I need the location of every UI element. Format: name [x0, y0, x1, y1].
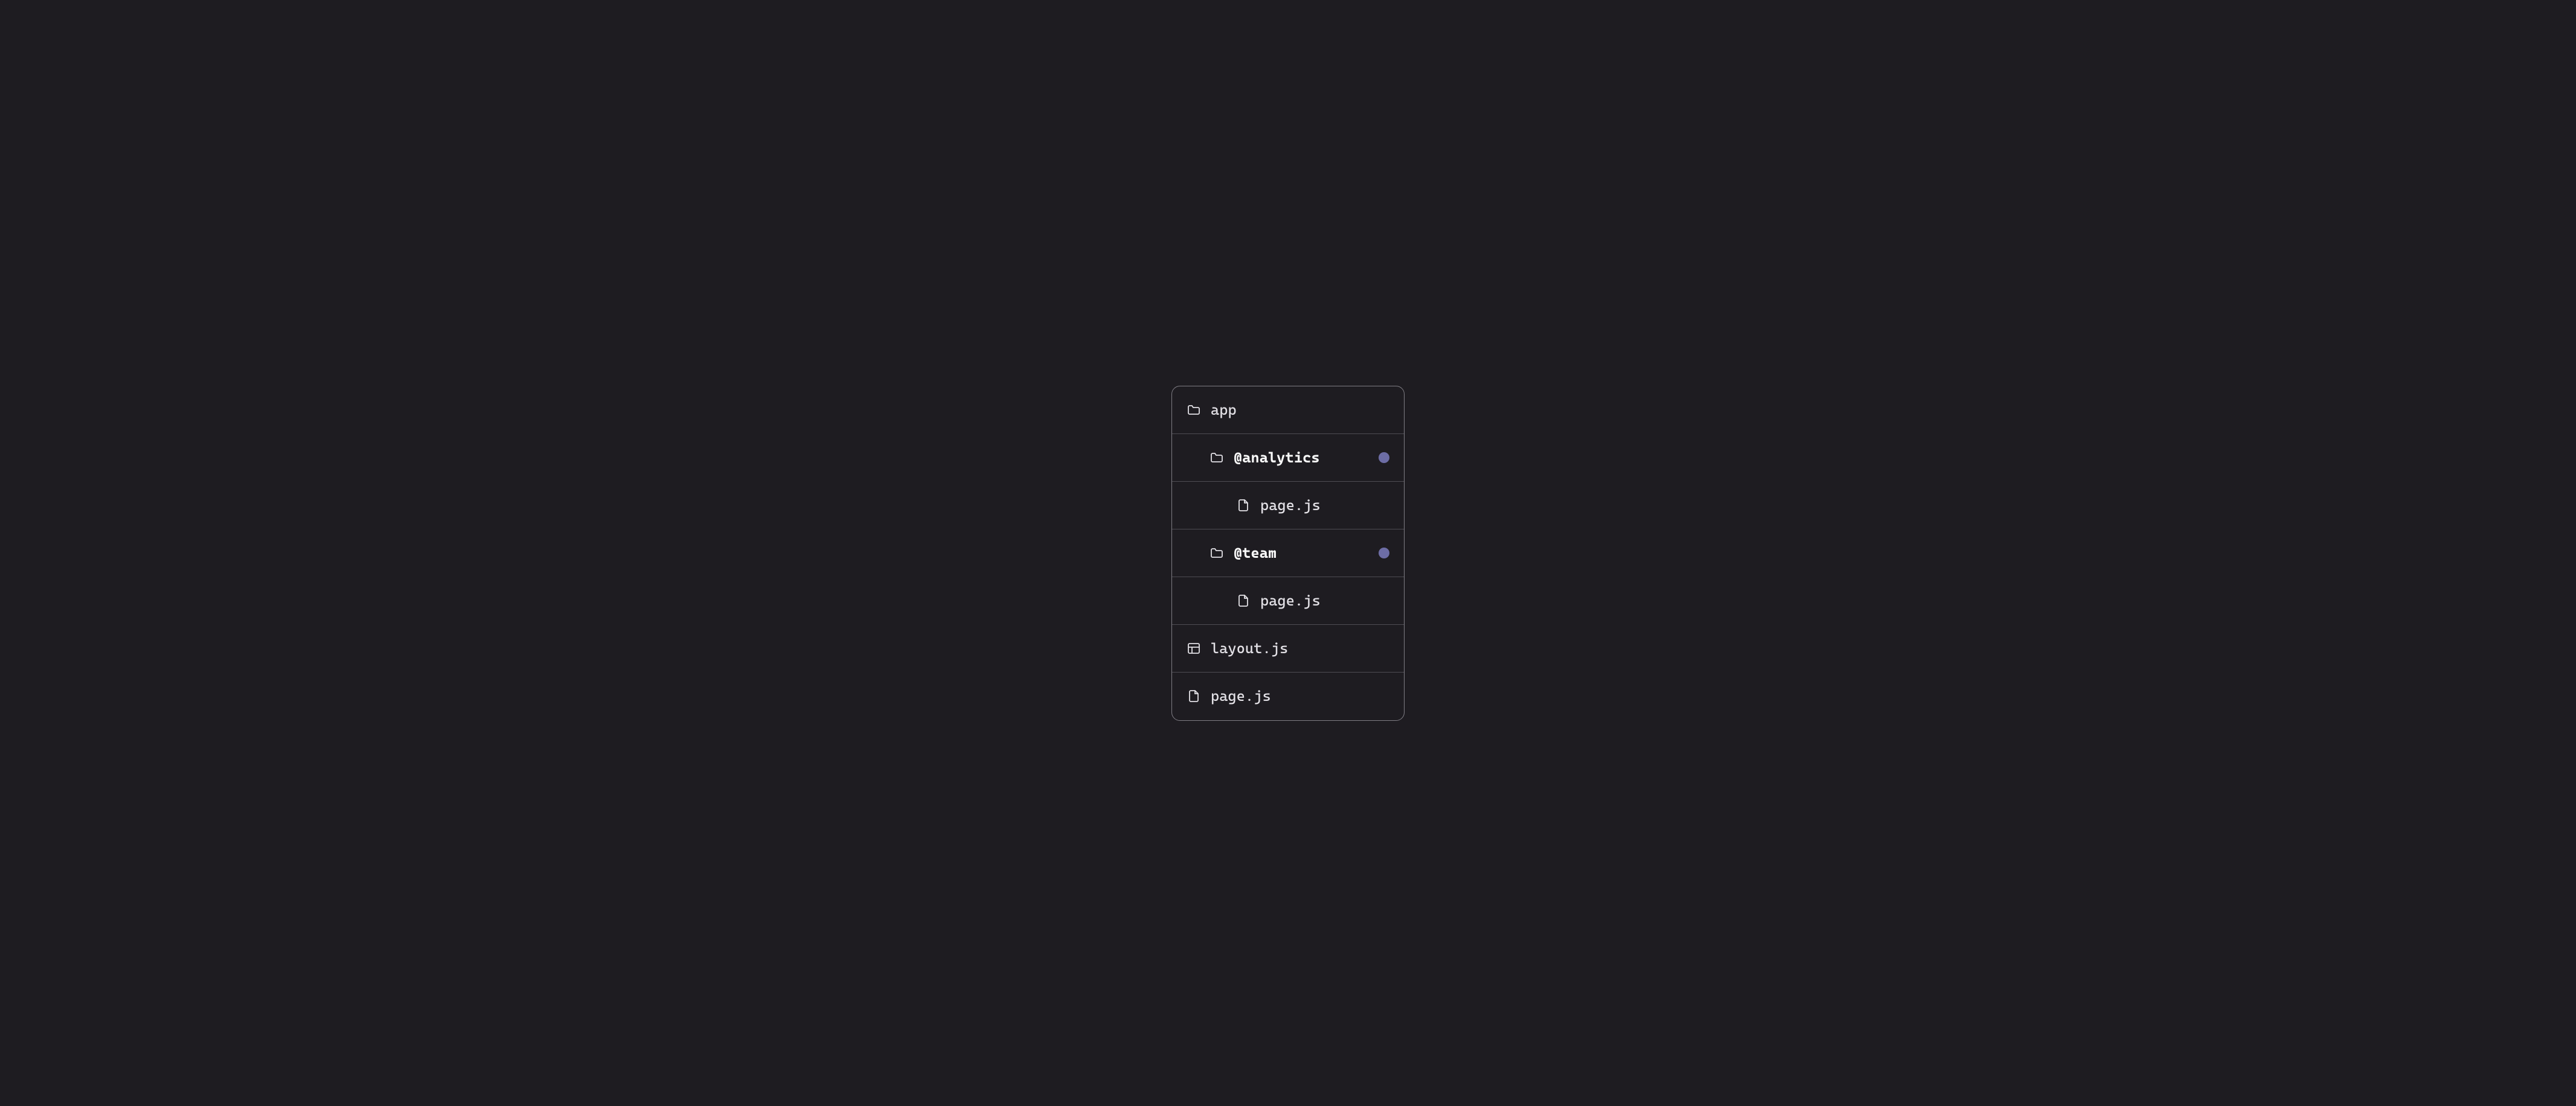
tree-row-team[interactable]: @team: [1172, 529, 1404, 577]
folder-icon: [1187, 403, 1201, 417]
folder-icon: [1210, 450, 1224, 465]
file-icon: [1236, 498, 1251, 513]
tree-row-root-page[interactable]: page.js: [1172, 673, 1404, 720]
tree-row-layout[interactable]: layout.js: [1172, 625, 1404, 673]
layout-icon: [1187, 641, 1201, 656]
slot-indicator-dot: [1379, 548, 1389, 558]
tree-row-analytics[interactable]: @analytics: [1172, 434, 1404, 482]
tree-row-team-page[interactable]: page.js: [1172, 577, 1404, 625]
tree-row-label: app: [1211, 401, 1237, 418]
tree-row-app[interactable]: app: [1172, 386, 1404, 434]
file-icon: [1236, 593, 1251, 608]
slot-indicator-dot: [1379, 452, 1389, 463]
file-icon: [1187, 689, 1201, 703]
tree-row-label: page.js: [1260, 497, 1321, 514]
tree-row-label: layout.js: [1211, 640, 1288, 657]
tree-row-label: page.js: [1260, 592, 1321, 609]
tree-row-label: @team: [1234, 545, 1277, 561]
tree-row-label: @analytics: [1234, 449, 1320, 466]
tree-row-label: page.js: [1211, 688, 1271, 705]
folder-icon: [1210, 546, 1224, 560]
tree-row-analytics-page[interactable]: page.js: [1172, 482, 1404, 529]
file-tree-panel: app @analytics page.js @team page.js lay…: [1171, 386, 1405, 721]
